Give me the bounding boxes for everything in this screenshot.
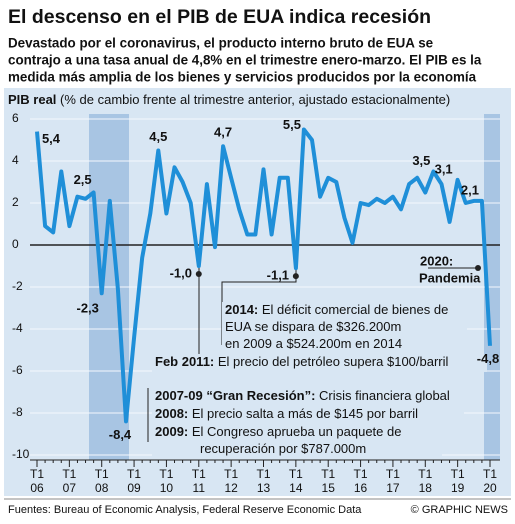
annotation-label: 2014: [225, 302, 258, 317]
annotation: en 2009 a $524.200m en 2014 [225, 336, 402, 351]
chart-title: El descenso en el PIB de EUA indica rece… [8, 6, 431, 28]
annotation: 2009: El Congreso aprueba un paquete de [155, 424, 401, 439]
annotation-label: 2009: [155, 424, 188, 439]
source: Fuentes: Bureau of Economic Analysis, Fe… [8, 504, 362, 516]
y-tick-label: -6 [12, 363, 23, 377]
y-tick-label: 2 [12, 195, 19, 209]
data-label: 2,5 [74, 172, 92, 187]
x-tick-label: T1 09 [127, 467, 142, 495]
data-label: 3,5 [412, 153, 430, 168]
x-tick-label: T1 08 [94, 467, 109, 495]
annotation-text: El déficit comercial de bienes de [258, 302, 448, 317]
annotation-bg [152, 388, 464, 406]
annotation-text: Pandemia [419, 270, 481, 285]
subtitle: contrajo a una tasa anual de 4,8% en el … [8, 53, 482, 68]
y-tick-label: 4 [12, 153, 19, 167]
x-tick-label: T1 19 [450, 467, 465, 495]
x-tick-label: T1 20 [482, 467, 497, 495]
data-label: -4,8 [477, 351, 499, 366]
subtitle: medida más amplia de los bienes y servic… [8, 70, 477, 85]
y-tick-label: -2 [12, 279, 23, 293]
annotation: 2008: El precio salta a más de $145 por … [155, 406, 418, 421]
annotation-bg [152, 406, 464, 424]
data-label: -2,3 [77, 301, 99, 316]
annotation: 2007-09 “Gran Recesión”: Crisis financie… [155, 388, 450, 403]
annotation-label: 2007-09 “Gran Recesión”: [155, 388, 315, 403]
x-tick-label: T1 17 [385, 467, 400, 495]
x-tick-label: T1 12 [224, 467, 239, 495]
annotation-bg [152, 354, 487, 372]
subtitle: Devastado por el coronavirus, el product… [8, 36, 433, 51]
x-tick-label: T1 11 [191, 467, 206, 495]
data-label: -8,4 [109, 427, 132, 442]
x-tick-label: T1 06 [29, 467, 44, 495]
annotation: recuperación por $787.000m [200, 441, 366, 456]
annotation-text: recuperación por $787.000m [200, 441, 366, 456]
annotation: Feb 2011: El precio del petróleo supera … [155, 354, 449, 369]
data-label: -1,1 [267, 268, 289, 283]
annotation-label: 2008: [155, 406, 188, 421]
annotation-text: El precio salta a más de $145 por barril [188, 406, 418, 421]
dot [475, 265, 481, 271]
x-tick-label: T1 13 [256, 467, 271, 495]
y-tick-label: 6 [12, 111, 19, 125]
data-label: 5,4 [42, 131, 61, 146]
data-label: 5,5 [283, 117, 301, 132]
y-axis-title: PIB real (% de cambio frente al trimestr… [8, 92, 450, 107]
annotation-label: Feb 2011: [155, 354, 214, 369]
annotation-text: en 2009 a $524.200m en 2014 [225, 336, 402, 351]
data-label: 2,1 [461, 182, 479, 197]
annotation: 2014: El déficit comercial de bienes de [225, 302, 448, 317]
x-tick-label: T1 14 [288, 467, 303, 495]
y-axis-label: PIB real [8, 92, 56, 107]
dot [292, 273, 299, 280]
annotation-text: El Congreso aprueba un paquete de [188, 424, 401, 439]
annotation-text: El precio del petróleo supera $100/barri… [214, 354, 448, 369]
annotation-bg [152, 424, 442, 459]
y-tick-label: 0 [12, 237, 19, 251]
x-tick-label: T1 15 [321, 467, 336, 495]
data-label: 4,5 [149, 129, 167, 144]
y-tick-label: -8 [12, 405, 23, 419]
data-line [35, 127, 492, 424]
dot [195, 271, 202, 277]
x-tick-label: T1 07 [62, 467, 77, 495]
x-tick-label: T1 10 [159, 467, 174, 495]
credit: © GRAPHIC NEWS [411, 504, 508, 516]
x-tick-label: T1 16 [353, 467, 368, 495]
annotation-label: 2020: [420, 253, 453, 268]
annotation-text: Crisis financiera global [315, 388, 450, 403]
annotation: EUA se dispara de $326.200m [225, 319, 401, 334]
y-tick-label: -4 [12, 321, 23, 335]
annotation-text: EUA se dispara de $326.200m [225, 319, 401, 334]
data-label: 4,7 [214, 125, 232, 140]
data-label: -1,0 [170, 265, 192, 280]
x-tick-label: T1 18 [418, 467, 433, 495]
annotation-bg [222, 302, 467, 354]
y-tick-label: -10 [12, 447, 30, 461]
y-axis-note: (% de cambio frente al trimestre anterio… [60, 92, 450, 107]
data-label: 3,1 [435, 161, 453, 176]
